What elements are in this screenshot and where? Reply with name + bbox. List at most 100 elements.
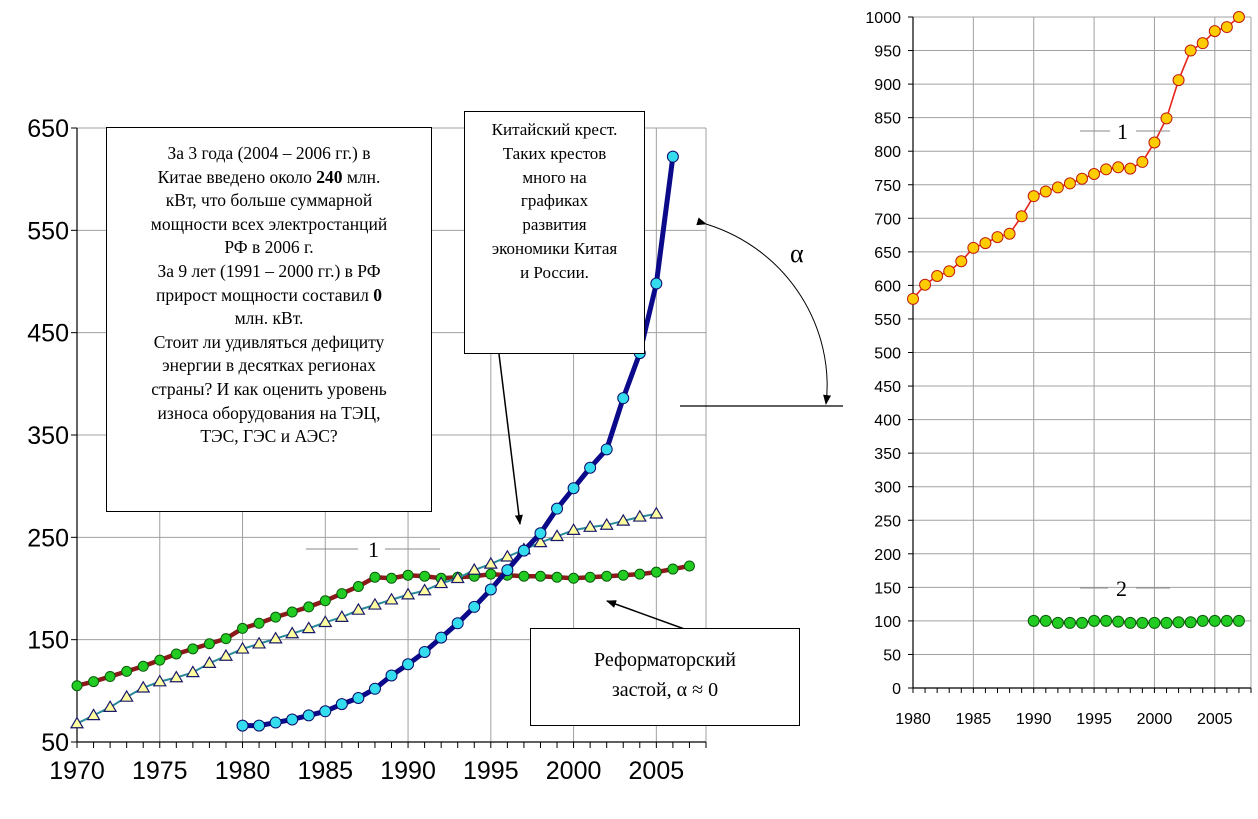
russia-series-point — [71, 680, 83, 692]
growth-series-point — [1100, 163, 1113, 176]
left-x-tick-label: 2000 — [546, 757, 602, 785]
china-series-point — [302, 709, 315, 722]
russia-series-point — [170, 648, 182, 660]
note-line: прирост мощности составил 0 — [155, 284, 383, 305]
right-chart-grid — [913, 16, 1252, 688]
china-series-point — [484, 583, 497, 596]
world-series-point — [583, 519, 598, 532]
russia-series-point — [203, 638, 215, 650]
note-line: Таких крестов — [502, 143, 607, 163]
russia-series-point — [303, 601, 315, 613]
world-series-point — [367, 597, 382, 610]
left-x-tick-label: 2005 — [629, 757, 685, 785]
china-series-point — [418, 645, 431, 658]
growth-series-point — [1136, 155, 1149, 168]
russia-series-point — [601, 570, 613, 582]
russia-series-point — [154, 654, 166, 666]
right-chart-series — [907, 11, 1245, 629]
right-curve-2-label: 2 — [1116, 576, 1127, 601]
russia-series-point — [634, 568, 646, 580]
china-series-point — [319, 705, 332, 718]
world-series-point — [285, 626, 300, 639]
china-series-point — [352, 691, 365, 704]
note-line: кВт, что больше суммарной — [165, 190, 373, 211]
left-x-tick-label: 1970 — [49, 757, 105, 785]
russia-series-point — [369, 571, 381, 583]
growth-series-point — [967, 241, 980, 254]
note-line: экономики Китая — [491, 238, 618, 258]
growth-series-point — [1232, 11, 1245, 23]
left-y-tick-label: 50 — [41, 729, 69, 757]
right-y-tick-label: 100 — [874, 614, 901, 631]
note-line: страны? И как оценить уровень — [151, 378, 387, 399]
russia-index-series-point — [1124, 616, 1137, 629]
left-x-tick-label: 1995 — [463, 757, 519, 785]
right-y-tick-label: 900 — [874, 77, 901, 94]
right-y-tick-label: 700 — [874, 211, 901, 228]
left-x-tick-label: 1985 — [297, 757, 353, 785]
russia-series-point — [568, 572, 580, 584]
russia-series-point — [88, 676, 100, 688]
growth-series-point — [991, 231, 1004, 244]
russia-series-point — [286, 606, 298, 618]
russia-series-point — [253, 617, 265, 629]
right-y-tick-label: 650 — [874, 245, 901, 262]
note-line: За 3 года (2004 – 2006 гг.) в — [167, 143, 371, 163]
note-line: РФ в 2006 г. — [224, 237, 314, 258]
note-line: много на — [522, 167, 587, 187]
world-series-point — [566, 522, 581, 535]
world-series-point — [334, 609, 349, 622]
world-series-point — [632, 509, 647, 522]
right-y-tick-label: 850 — [874, 111, 901, 128]
world-series-point — [152, 674, 167, 687]
world-series-point — [533, 535, 548, 548]
note-line: энергии в десятках регионах — [162, 355, 376, 376]
growth-series-point — [1076, 172, 1088, 185]
right-y-tick-label: 800 — [874, 144, 901, 161]
russia-series-point — [121, 665, 133, 677]
china-series-point — [236, 719, 249, 732]
left-curve-1-label: 1 — [368, 537, 379, 562]
russia-index-series-point — [1112, 615, 1125, 628]
right-x-tick-label: 2000 — [1137, 711, 1173, 728]
china-series-point — [650, 277, 663, 290]
china-series-point — [501, 564, 514, 577]
note-line: и России. — [520, 262, 589, 282]
world-series-point — [69, 716, 85, 729]
russia-series-point — [534, 570, 546, 582]
china-series-point — [517, 544, 530, 557]
russia-series-point — [352, 580, 364, 592]
world-series-point — [434, 576, 449, 589]
right-y-tick-label: 300 — [874, 480, 901, 497]
right-y-tick-label: 350 — [874, 446, 901, 463]
growth-series-point — [1003, 227, 1016, 240]
russia-index-series-point — [1220, 614, 1233, 627]
russia-series-point — [402, 569, 414, 581]
cross-pointer-arrow — [498, 353, 523, 525]
russia-series-point — [667, 563, 679, 575]
note-line: застой, α ≈ 0 — [611, 679, 719, 701]
right-x-tick-label: 1985 — [956, 711, 992, 728]
left-y-tick-label: 150 — [27, 627, 69, 655]
china-series-point — [368, 682, 381, 695]
world-series-point — [417, 583, 432, 596]
russia-index-series-point — [1051, 616, 1064, 629]
growth-series-point — [1148, 136, 1161, 149]
note-line: ТЭС, ГЭС и АЭС? — [200, 426, 338, 447]
alpha-label: α — [790, 239, 804, 268]
right-y-tick-label: 1000 — [865, 10, 901, 27]
right-y-tick-label: 200 — [874, 547, 901, 564]
world-series-point — [500, 549, 515, 562]
world-series-point — [467, 562, 482, 575]
stagnation-pointer-arrow — [606, 600, 691, 632]
russia-series-point — [419, 570, 431, 582]
russia-series-point — [270, 611, 282, 623]
world-series-point — [301, 621, 316, 634]
world-series-point — [450, 571, 465, 584]
right-x-tick-label: 1995 — [1076, 711, 1112, 728]
left-y-tick-label: 650 — [27, 115, 69, 143]
left-y-tick-label: 250 — [27, 524, 69, 552]
growth-series-point — [955, 255, 968, 268]
note-line: графиках — [520, 191, 589, 211]
right-y-tick-label: 950 — [874, 44, 901, 61]
